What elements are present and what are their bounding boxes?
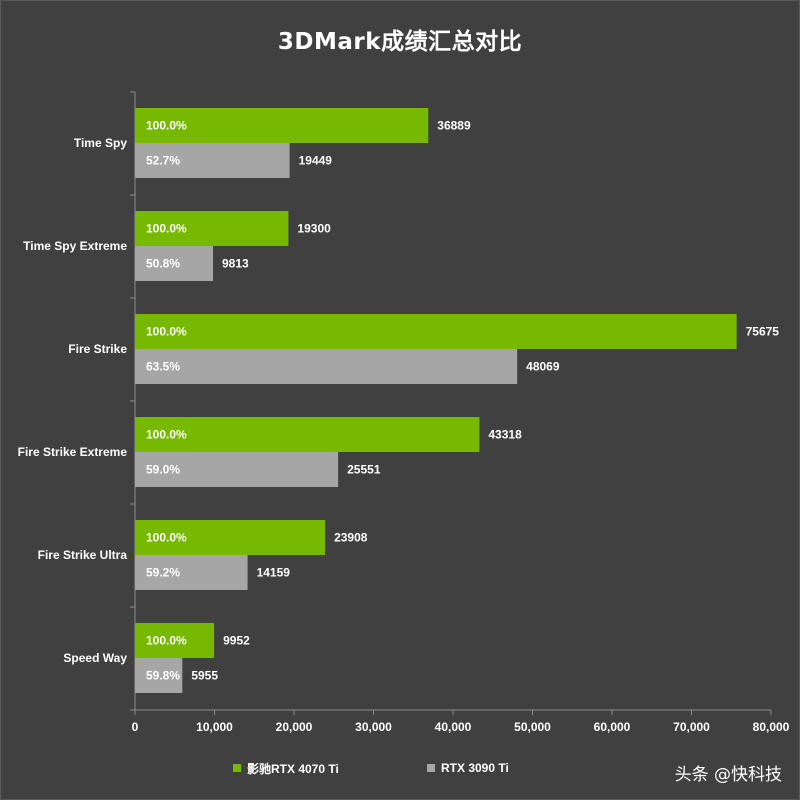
legend-swatch-series-1 [233,764,241,772]
x-tick-label: 70,000 [673,720,710,734]
bar-percent-label: 100.0% [146,325,187,339]
bar-value-label: 9952 [223,634,250,648]
bar-series-1 [135,417,480,452]
x-tick-label: 60,000 [594,720,631,734]
bar-percent-label: 59.2% [146,566,180,580]
bar-series-1 [135,520,326,555]
bar-series-1 [135,314,737,349]
bar-series-2 [135,658,183,693]
x-tick-label: 10,000 [196,720,233,734]
bar-series-1 [135,623,215,658]
bar-series-2 [135,452,339,487]
bar-series-2 [135,555,248,590]
legend-label-series-1: 影驰RTX 4070 Ti [247,761,339,776]
bar-percent-label: 59.8% [146,669,180,683]
category-label: Time Spy [74,136,127,150]
x-tick-label: 80,000 [753,720,790,734]
bar-value-label: 9813 [222,257,249,271]
bar-series-2 [135,246,214,281]
bar-percent-label: 100.0% [146,634,187,648]
bar-value-label: 19449 [299,154,333,168]
bar-series-1 [135,211,289,246]
bar-value-label: 14159 [257,566,291,580]
bar-percent-label: 52.7% [146,154,180,168]
bar-percent-label: 100.0% [146,531,187,545]
bar-value-label: 75675 [746,325,780,339]
category-label: Fire Strike Ultra [38,548,128,562]
bar-value-label: 23908 [334,531,368,545]
bar-value-label: 5955 [191,669,218,683]
bar-value-label: 19300 [297,222,331,236]
bar-percent-label: 100.0% [146,222,187,236]
bar-series-1 [135,108,429,143]
bar-value-label: 36889 [437,119,471,133]
legend-label-series-2: RTX 3090 Ti [441,761,509,775]
legend-item-series-2: RTX 3090 Ti [427,758,509,778]
bar-percent-label: 59.0% [146,463,180,477]
category-label: Speed Way [63,651,127,665]
x-tick-label: 50,000 [514,720,551,734]
legend-swatch-series-2 [427,764,435,772]
category-label: Time Spy Extreme [23,239,127,253]
category-label: Fire Strike [68,342,127,356]
legend-item-series-1: 影驰RTX 4070 Ti [233,758,339,778]
bar-series-2 [135,349,518,384]
chart-title: 3DMark成绩汇总对比 [277,29,523,55]
category-label: Fire Strike Extreme [18,445,128,459]
bar-percent-label: 63.5% [146,360,180,374]
bar-value-label: 48069 [526,360,560,374]
bar-percent-label: 100.0% [146,119,187,133]
x-tick-label: 20,000 [276,720,313,734]
bar-value-label: 25551 [347,463,381,477]
bar-value-label: 43318 [488,428,522,442]
bar-series-2 [135,143,290,178]
bar-percent-label: 100.0% [146,428,187,442]
bar-percent-label: 50.8% [146,257,180,271]
watermark-text: 头条 @快科技 [674,765,782,785]
x-tick-label: 40,000 [435,720,472,734]
x-tick-label: 0 [132,720,139,734]
x-tick-label: 30,000 [355,720,392,734]
chart-legend: 影驰RTX 4070 Ti RTX 3090 Ti [0,758,800,778]
